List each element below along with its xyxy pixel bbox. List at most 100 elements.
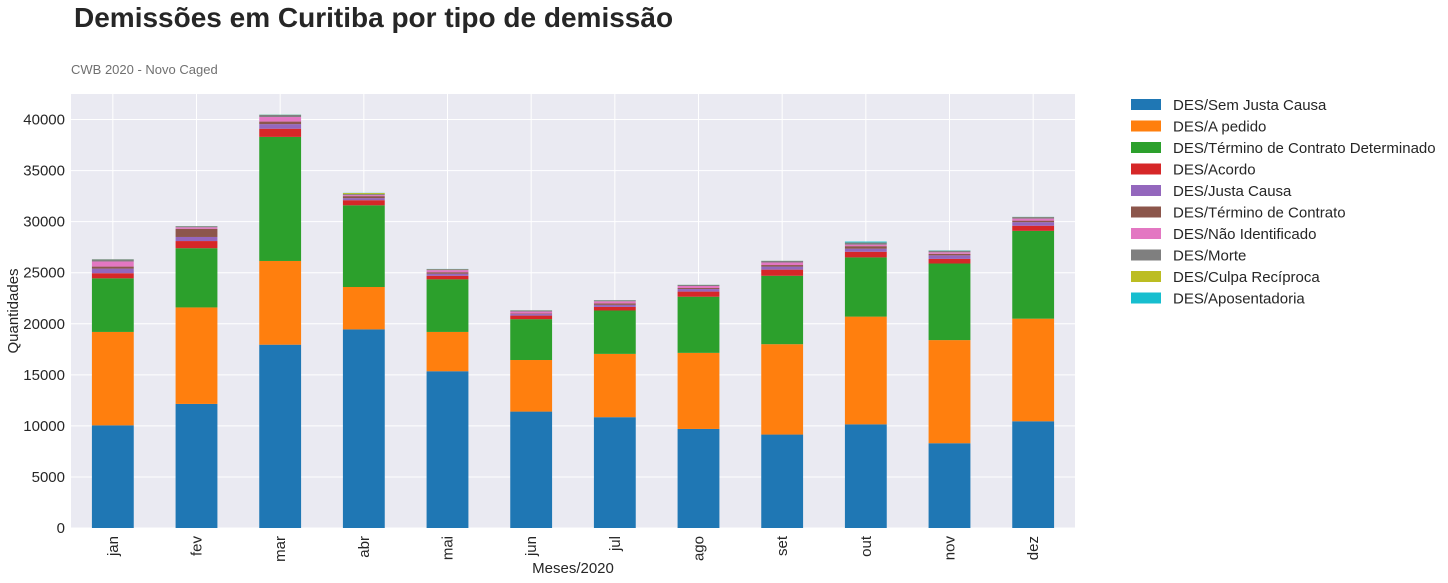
bar-segment [761, 275, 804, 345]
legend-item: DES/Culpa Recíproca [1131, 269, 1320, 286]
bar-segment [928, 253, 971, 256]
bar-segment [593, 303, 636, 305]
bar-segment [761, 266, 804, 270]
bar-segment [175, 236, 218, 242]
y-tick-label: 40000 [23, 112, 65, 129]
bar-segment [844, 242, 887, 245]
bar-segment [175, 227, 218, 229]
x-tick-label: set [774, 535, 791, 556]
plot-area [71, 94, 1075, 528]
bar-segment [91, 425, 134, 528]
y-tick-label: 20000 [23, 316, 65, 333]
legend-label: DES/Culpa Recíproca [1173, 269, 1320, 286]
bar-segment [91, 266, 134, 269]
bar-segment [844, 316, 887, 425]
bar-segment [593, 417, 636, 528]
bar-segment [677, 428, 720, 528]
bar-segment [342, 205, 385, 288]
bar-layer [91, 114, 1055, 528]
legend-item: DES/Término de Contrato [1131, 205, 1346, 222]
bar-segment [510, 314, 553, 316]
legend-swatch [1131, 228, 1161, 239]
bar-segment [593, 306, 636, 311]
y-tick-label: 0 [57, 520, 65, 537]
legend: DES/Sem Justa Causa DES/A pedido DES/Térmi… [1131, 97, 1436, 308]
bar-segment [928, 252, 971, 254]
bar-segment [259, 116, 302, 122]
bar-segment [1012, 217, 1055, 219]
bar-segment [91, 268, 134, 274]
bar-segment [426, 275, 469, 280]
bar-segment [1012, 218, 1055, 221]
bar-segment [761, 260, 804, 263]
legend-label: DES/Não Identificado [1173, 226, 1316, 243]
bar-segment [761, 269, 804, 276]
x-tick-label: mai [440, 536, 457, 560]
bar-segment [175, 248, 218, 308]
bar-segment [761, 265, 804, 267]
bar-segment [426, 279, 469, 332]
chart-title: Demissões em Curitiba por tipo de demiss… [74, 2, 674, 33]
legend-swatch [1131, 99, 1161, 110]
bar-segment [761, 262, 804, 266]
legend-label: DES/A pedido [1173, 119, 1266, 136]
bar-segment [259, 128, 302, 137]
legend-label: DES/Término de Contrato [1173, 205, 1346, 222]
bar-segment [259, 136, 302, 261]
bar-segment [510, 310, 553, 312]
x-tick-label: nov [942, 536, 959, 561]
bar-segment [844, 246, 887, 249]
legend-swatch [1131, 163, 1161, 175]
bar-segment [510, 360, 553, 412]
legend-item: DES/A pedido [1131, 119, 1266, 136]
bar-segment [593, 304, 636, 307]
bar-segment [342, 194, 385, 196]
bar-segment [844, 251, 887, 258]
bar-segment [426, 273, 469, 276]
x-tick-label: jun [523, 536, 540, 557]
bar-segment [91, 259, 134, 262]
bar-segment [342, 195, 385, 197]
y-tick-label: 10000 [23, 418, 65, 435]
bar-segment [928, 340, 971, 444]
bar-segment [1012, 230, 1055, 319]
bar-segment [1012, 220, 1055, 223]
bar-segment [677, 289, 720, 292]
legend-item: DES/Término de Contrato Determinado [1131, 140, 1436, 157]
x-axis-ticks: jan fev mar abr mai jun jul ago set out nov dez [105, 535, 1042, 562]
bar-segment [175, 226, 218, 228]
legend-item: DES/Não Identificado [1131, 226, 1316, 243]
bar-segment [510, 313, 553, 315]
bar-segment [259, 344, 302, 528]
x-tick-label: out [858, 535, 875, 557]
legend-item: DES/Aposentadoria [1131, 291, 1305, 308]
legend-item: DES/Justa Causa [1131, 183, 1292, 200]
legend-label: DES/Morte [1173, 248, 1246, 265]
bar-segment [761, 434, 804, 528]
bar-segment [844, 248, 887, 252]
bar-segment [510, 411, 553, 528]
bar-segment [677, 284, 720, 286]
bar-segment [928, 263, 971, 341]
bar-segment [426, 272, 469, 274]
legend-item: DES/Acordo [1131, 162, 1256, 179]
bar-segment [342, 287, 385, 330]
bar-segment [259, 260, 302, 345]
bar-segment [426, 270, 469, 273]
legend-label: DES/Acordo [1173, 162, 1256, 179]
x-tick-label: ago [691, 536, 708, 561]
bar-segment [1012, 318, 1055, 422]
bar-segment [175, 241, 218, 249]
bar-segment [593, 353, 636, 418]
bar-segment [342, 196, 385, 199]
bar-segment [259, 114, 302, 117]
bar-segment [1012, 225, 1055, 231]
legend-swatch [1131, 206, 1161, 218]
legend-item: DES/Morte [1131, 248, 1246, 265]
y-axis-label: Quantidades [5, 268, 22, 353]
bar-segment [91, 278, 134, 332]
legend-swatch [1131, 292, 1161, 304]
bar-segment [593, 300, 636, 302]
legend-swatch [1131, 120, 1161, 132]
